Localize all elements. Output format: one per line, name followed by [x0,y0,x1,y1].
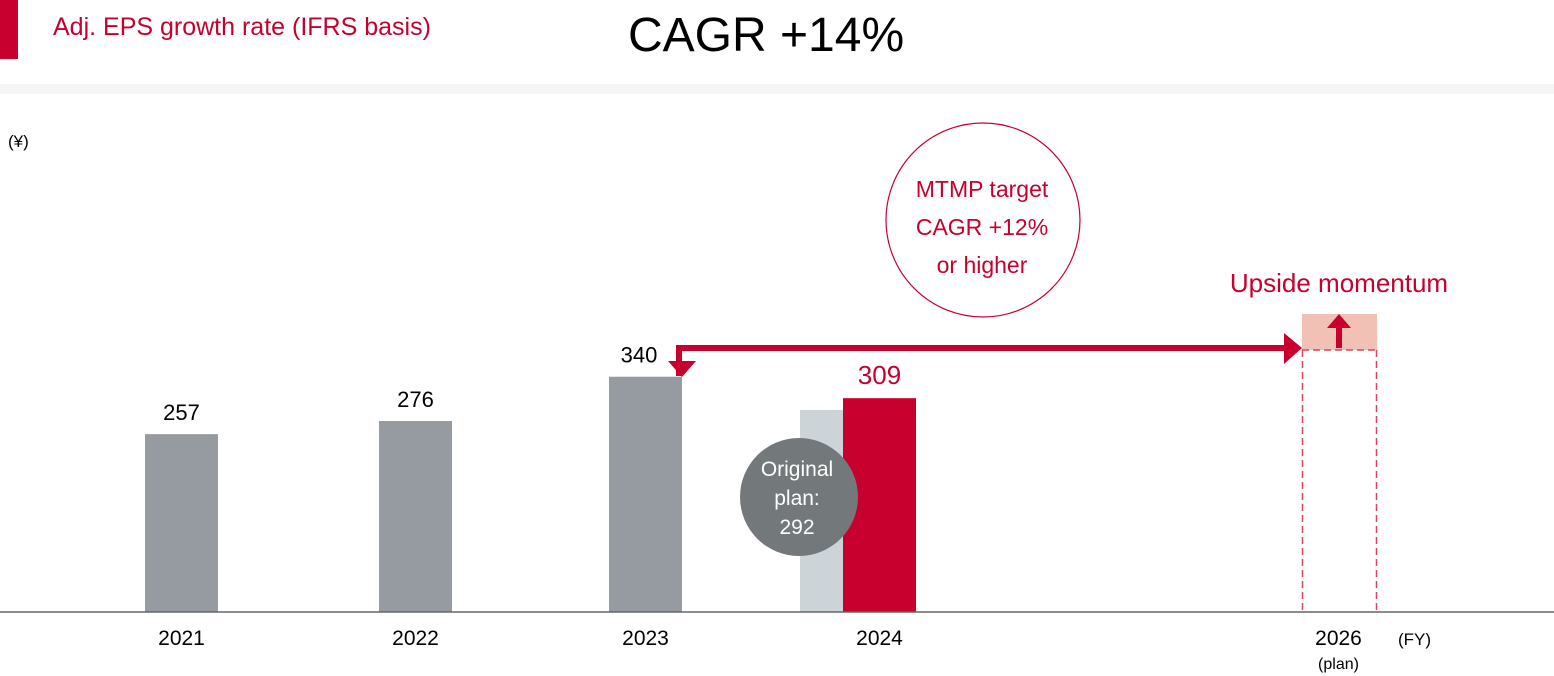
x-tick-label-2023: 2023 [622,627,669,650]
data-label-2023: 340 [621,343,658,368]
upside-momentum-label: Upside momentum [1230,268,1448,298]
plan-2026-dashed-bar [1301,349,1378,612]
x-tick-label-2026: 2026 [1315,627,1362,650]
x-tick-label-2022: 2022 [392,627,439,650]
original-plan-label-line: Original [761,458,833,481]
connector-line [676,345,1285,376]
target-circle-line: MTMP target [916,176,1049,202]
cagr-headline: CAGR +14% [628,9,905,62]
down-arrowhead-icon [668,361,696,377]
data-label-2022: 276 [397,387,434,412]
original-plan-label-line: plan: [774,487,820,510]
right-arrowhead-icon [1284,333,1302,364]
original-plan-label-line: 292 [779,516,814,539]
up-arrow-icon [1327,314,1351,348]
data-label-2024: 309 [858,360,901,390]
header-accent-bar [0,0,18,59]
x-axis-unit: (FY) [1398,630,1431,649]
x-tick-sublabel-2026: (plan) [1318,656,1359,673]
header-divider [0,84,1554,94]
y-axis-unit: (¥) [8,132,29,151]
x-tick-label-2024: 2024 [856,627,903,650]
bar-2021 [145,434,218,612]
data-label-2021: 257 [163,400,200,425]
original-plan-circle [740,438,858,556]
target-circle-line: CAGR +12% [916,214,1048,240]
chart-title: Adj. EPS growth rate (IFRS basis) [53,13,431,41]
bar-2023 [609,376,682,612]
x-tick-label-2021: 2021 [158,627,205,650]
bar-2022 [379,421,452,612]
target-circle-line: or higher [937,252,1028,278]
target-circle [885,122,1081,318]
